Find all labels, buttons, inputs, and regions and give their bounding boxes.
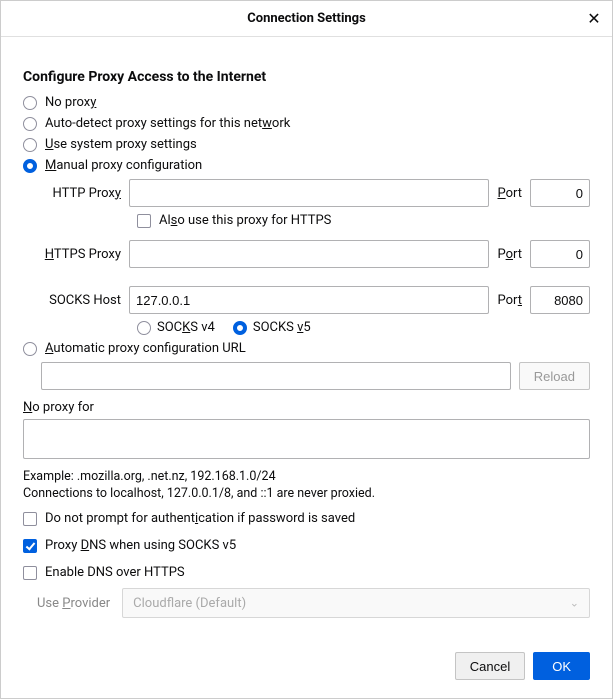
http-port-label: Port [497, 186, 522, 201]
http-proxy-label: HTTP Proxy [37, 186, 121, 201]
socks-version-row: SOCKS v4 SOCKS v5 [137, 320, 590, 335]
radio-icon [23, 342, 37, 356]
dialog-footer: Cancel OK [1, 638, 612, 698]
localhost-note: Connections to localhost, 127.0.0.1/8, a… [23, 486, 590, 501]
https-proxy-row: HTTPS Proxy Port [37, 240, 590, 268]
radio-label: Automatic proxy configuration URL [45, 341, 246, 356]
no-proxy-example: Example: .mozilla.org, .net.nz, 192.168.… [23, 469, 590, 484]
no-proxy-for-textarea[interactable] [23, 419, 590, 459]
section-heading: Configure Proxy Access to the Internet [23, 69, 590, 85]
radio-no-proxy[interactable]: No proxy [23, 95, 590, 110]
socks-host-row: SOCKS Host Port [37, 286, 590, 314]
https-port-label: Port [497, 247, 522, 262]
manual-proxy-section: HTTP Proxy Port Also use this proxy for … [23, 179, 590, 335]
checkbox-label: Proxy DNS when using SOCKS v5 [45, 538, 236, 553]
https-proxy-host-input[interactable] [129, 240, 489, 268]
radio-label: Manual proxy configuration [45, 158, 202, 173]
also-use-https-checkbox[interactable]: Also use this proxy for HTTPS [137, 213, 590, 228]
radio-label: Use system proxy settings [45, 137, 197, 152]
radio-label: No proxy [45, 95, 96, 110]
chevron-down-icon: ⌄ [570, 597, 579, 610]
auto-config-url-input[interactable] [41, 362, 511, 390]
socks-port-input[interactable] [530, 286, 590, 314]
titlebar: Connection Settings ✕ [1, 1, 612, 37]
socks-host-label: SOCKS Host [37, 293, 121, 308]
provider-select[interactable]: Cloudflare (Default) ⌄ [122, 588, 590, 618]
checkbox-label: Enable DNS over HTTPS [45, 565, 185, 580]
close-button[interactable]: ✕ [584, 9, 604, 29]
auto-config-url-row: Reload [41, 362, 590, 390]
checkbox-icon [23, 539, 37, 553]
radio-icon [23, 117, 37, 131]
close-icon: ✕ [587, 11, 600, 27]
connection-settings-dialog: Connection Settings ✕ Configure Proxy Ac… [0, 0, 613, 699]
radio-icon [137, 321, 151, 335]
radio-socks-v4[interactable]: SOCKS v4 [137, 320, 215, 335]
proxy-dns-socks5-checkbox[interactable]: Proxy DNS when using SOCKS v5 [23, 538, 590, 553]
ok-button[interactable]: OK [533, 652, 590, 680]
checkbox-icon [23, 512, 37, 526]
checkbox-label: Also use this proxy for HTTPS [159, 213, 331, 228]
reload-button[interactable]: Reload [519, 362, 590, 390]
radio-label: Auto-detect proxy settings for this netw… [45, 116, 290, 131]
radio-icon [23, 159, 37, 173]
https-proxy-label: HTTPS Proxy [37, 247, 121, 262]
https-proxy-port-input[interactable] [530, 240, 590, 268]
no-proxy-for-label: No proxy for [23, 400, 590, 415]
checkbox-icon [137, 214, 151, 228]
enable-doh-checkbox[interactable]: Enable DNS over HTTPS [23, 565, 590, 580]
http-proxy-port-input[interactable] [530, 179, 590, 207]
no-prompt-auth-checkbox[interactable]: Do not prompt for authentication if pass… [23, 511, 590, 526]
radio-label: SOCKS v5 [253, 320, 311, 335]
radio-icon [23, 96, 37, 110]
radio-manual[interactable]: Manual proxy configuration [23, 158, 590, 173]
http-proxy-host-input[interactable] [129, 179, 489, 207]
checkbox-icon [23, 566, 37, 580]
radio-system[interactable]: Use system proxy settings [23, 137, 590, 152]
socks-host-input[interactable] [129, 286, 489, 314]
http-proxy-row: HTTP Proxy Port [37, 179, 590, 207]
dialog-title: Connection Settings [247, 11, 366, 26]
provider-value: Cloudflare (Default) [133, 596, 246, 611]
radio-label: SOCKS v4 [157, 320, 215, 335]
radio-autodetect[interactable]: Auto-detect proxy settings for this netw… [23, 116, 590, 131]
checkbox-label: Do not prompt for authentication if pass… [45, 511, 355, 526]
dialog-content: Configure Proxy Access to the Internet N… [1, 37, 612, 638]
radio-icon [233, 321, 247, 335]
socks-port-label: Port [497, 293, 522, 308]
doh-provider-row: Use Provider Cloudflare (Default) ⌄ [37, 588, 590, 618]
radio-icon [23, 138, 37, 152]
radio-socks-v5[interactable]: SOCKS v5 [233, 320, 311, 335]
cancel-button[interactable]: Cancel [455, 652, 525, 680]
radio-auto-config-url[interactable]: Automatic proxy configuration URL [23, 341, 590, 356]
provider-label: Use Provider [37, 596, 110, 611]
